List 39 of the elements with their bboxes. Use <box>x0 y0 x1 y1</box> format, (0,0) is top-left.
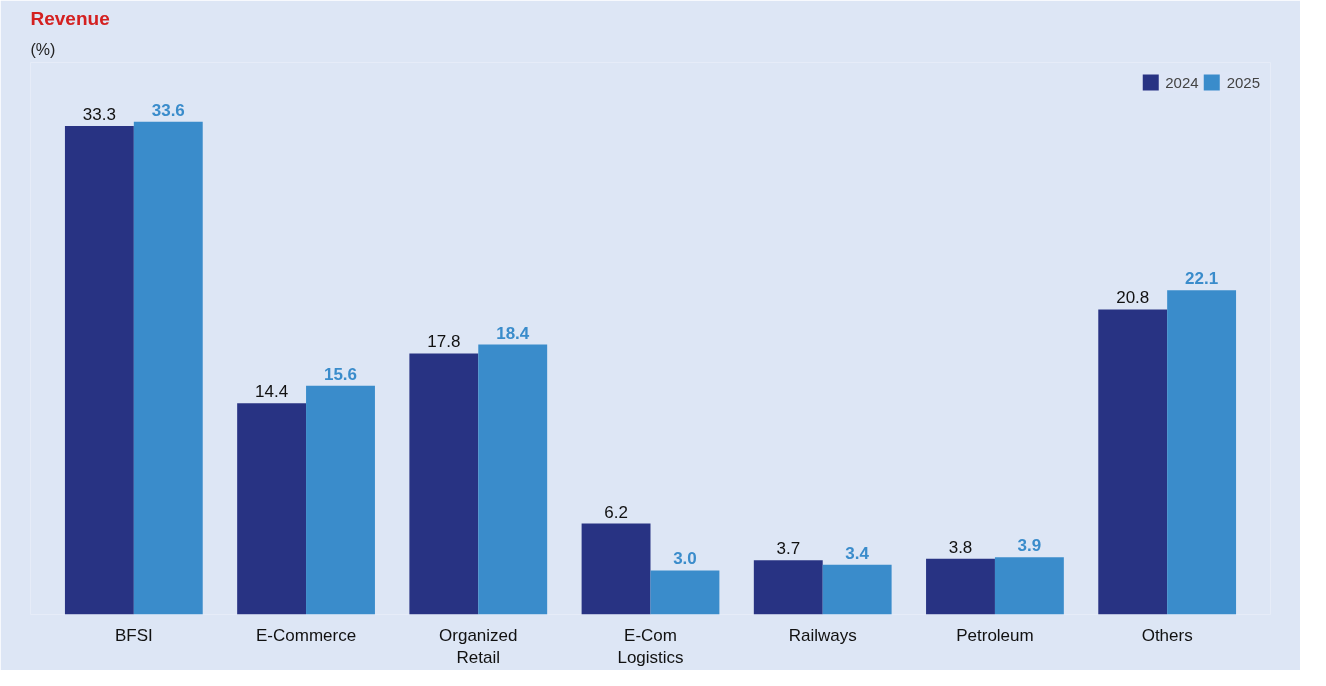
data-label: 17.8 <box>427 332 461 352</box>
bar <box>1098 309 1168 615</box>
x-tick-label: Railways <box>788 625 857 645</box>
data-label: 33.6 <box>151 100 185 120</box>
bar <box>753 560 823 615</box>
bar <box>409 353 479 615</box>
bar <box>650 570 720 615</box>
data-label: 6.2 <box>604 502 628 522</box>
data-label: 3.0 <box>673 549 697 569</box>
data-label: 3.8 <box>948 537 973 557</box>
bar <box>478 344 548 615</box>
bar <box>1167 290 1237 615</box>
bar <box>581 523 651 615</box>
bar <box>994 557 1064 615</box>
data-label: 3.4 <box>845 543 870 563</box>
data-label: 14.4 <box>255 382 289 402</box>
x-tick-label: Petroleum <box>956 625 1034 645</box>
bar <box>926 558 995 615</box>
bar <box>237 403 307 615</box>
data-label: 20.8 <box>1116 288 1150 308</box>
data-label: 3.9 <box>1017 536 1042 556</box>
x-tick-label: BFSI <box>114 625 153 645</box>
bar <box>64 126 134 615</box>
chart-title: Revenue <box>30 7 110 29</box>
bar <box>133 121 203 615</box>
x-tick-label: Others <box>1141 625 1193 645</box>
data-label: 18.4 <box>496 323 530 343</box>
bar <box>822 564 892 615</box>
x-tick-label: E-Com Logistics <box>617 625 684 668</box>
data-label: 15.6 <box>323 364 358 384</box>
bar <box>306 385 375 615</box>
chart-subtitle: (%) <box>30 40 56 58</box>
x-tick-label: E-Commerce <box>255 625 357 645</box>
data-label: 22.1 <box>1185 269 1219 289</box>
data-label: 3.7 <box>776 539 801 559</box>
legend-label: 2025 <box>1226 73 1260 91</box>
legend-label: 2024 <box>1165 73 1199 91</box>
data-label: 33.3 <box>82 105 116 125</box>
x-tick-label: Organized Retail <box>439 625 518 668</box>
